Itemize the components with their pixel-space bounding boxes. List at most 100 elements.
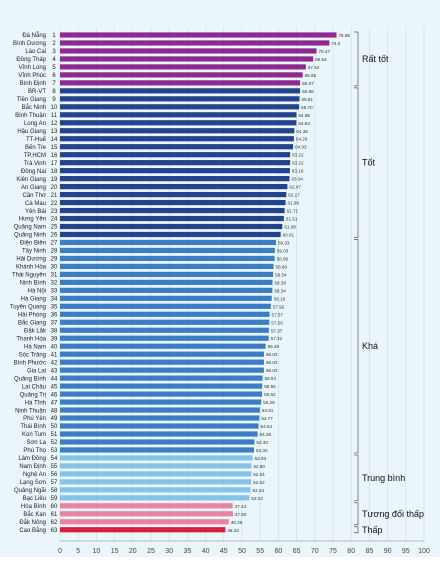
value-label: 52.60 bbox=[253, 464, 265, 469]
category-label: Gia Lai bbox=[27, 368, 46, 374]
category-label: BR-VT bbox=[28, 89, 46, 95]
bar bbox=[60, 231, 281, 238]
category-label: Phú Yên bbox=[23, 416, 46, 422]
value-label: 52.93 bbox=[255, 456, 267, 461]
bar bbox=[60, 335, 269, 341]
category-label: Quảng Ngãi bbox=[14, 488, 46, 494]
x-tick-label: 35 bbox=[184, 548, 192, 555]
value-label: 59.03 bbox=[277, 248, 289, 253]
rank-label: 31 bbox=[51, 273, 58, 279]
rank-label: 4 bbox=[52, 57, 56, 63]
category-label: Bắc Ninh bbox=[22, 104, 46, 111]
value-label: 55.52 bbox=[264, 392, 276, 397]
value-label: 64.96 bbox=[298, 113, 310, 118]
x-tick-label: 90 bbox=[384, 548, 392, 555]
group-label: Thấp bbox=[362, 525, 383, 535]
x-tick-label: 25 bbox=[147, 548, 155, 555]
bar bbox=[60, 191, 287, 198]
value-label: 64.94 bbox=[298, 121, 310, 126]
value-label: 56.49 bbox=[268, 344, 280, 349]
value-label: 59.33 bbox=[278, 240, 290, 245]
value-label: 63.22 bbox=[292, 153, 304, 158]
category-label: Kiên Giang bbox=[16, 177, 46, 183]
group-label: Tốt bbox=[362, 158, 376, 168]
value-label: 65.96 bbox=[302, 89, 314, 94]
bar bbox=[60, 319, 270, 325]
rank-label: 3 bbox=[52, 49, 56, 55]
bar bbox=[60, 104, 300, 110]
value-label: 62.17 bbox=[288, 193, 300, 198]
group-brackets: Rất tốt Tốt Khá Trung bình Tương đối thấp Thấ… bbox=[354, 31, 424, 535]
bar bbox=[60, 199, 286, 206]
bar bbox=[60, 399, 262, 405]
bar bbox=[60, 64, 306, 70]
rank-label: 27 bbox=[51, 241, 58, 247]
group-bracket bbox=[354, 87, 359, 238]
x-tick-label: 65 bbox=[293, 548, 301, 555]
rank-label: 42 bbox=[51, 360, 58, 366]
rank-label: 36 bbox=[51, 312, 58, 318]
category-label: Điện Biên bbox=[20, 241, 46, 247]
rank-label: 61 bbox=[51, 512, 58, 518]
bar bbox=[60, 487, 251, 493]
rank-label: 47 bbox=[51, 400, 58, 406]
value-label: 56.03 bbox=[266, 352, 278, 357]
category-label: Bắc Giang bbox=[18, 319, 46, 326]
category-label: Quảng Ninh bbox=[14, 233, 46, 239]
rank-label: 11 bbox=[51, 113, 58, 119]
rank-label: 35 bbox=[51, 305, 58, 311]
value-label: 55.26 bbox=[263, 400, 275, 405]
bar bbox=[60, 72, 303, 78]
category-label: Thanh Hóa bbox=[16, 336, 46, 342]
bar bbox=[60, 383, 263, 389]
x-tick-label: 75 bbox=[329, 548, 337, 555]
value-label: 56.03 bbox=[266, 368, 278, 373]
value-label: 58.96 bbox=[277, 256, 289, 261]
rank-label: 13 bbox=[51, 129, 58, 135]
x-tick-label: 45 bbox=[220, 548, 228, 555]
category-label: Tây Ninh bbox=[22, 249, 46, 255]
category-label: Bạc Liêu bbox=[23, 496, 46, 502]
value-label: 61.08 bbox=[284, 225, 296, 230]
bar bbox=[60, 303, 271, 309]
value-label: 47.43 bbox=[235, 504, 247, 509]
rank-label: 22 bbox=[51, 201, 58, 207]
value-label: 54.28 bbox=[260, 432, 272, 437]
bar bbox=[60, 32, 337, 38]
rank-label: 32 bbox=[51, 281, 58, 287]
value-label: 57.92 bbox=[273, 304, 285, 309]
rank-label: 30 bbox=[51, 265, 58, 271]
rank-label: 23 bbox=[51, 209, 58, 215]
value-label: 55.55 bbox=[264, 384, 276, 389]
bar bbox=[60, 295, 272, 301]
bar bbox=[60, 56, 314, 62]
rank-label: 53 bbox=[51, 448, 58, 454]
category-label: Hà Nam bbox=[24, 344, 46, 350]
category-label: Ninh Thuận bbox=[15, 408, 46, 414]
rank-label: 33 bbox=[51, 289, 58, 295]
bar bbox=[60, 271, 274, 277]
bar bbox=[60, 415, 260, 421]
category-label: TT-Huế bbox=[26, 137, 47, 143]
bar bbox=[60, 407, 260, 413]
rank-label: 20 bbox=[51, 185, 58, 191]
rank-label: 9 bbox=[52, 97, 56, 103]
bar bbox=[60, 423, 259, 429]
category-label: Hà Nội bbox=[28, 289, 46, 295]
category-label: Khánh Hòa bbox=[16, 265, 47, 271]
category-label: Vĩnh Phúc bbox=[18, 73, 46, 79]
rank-label: 56 bbox=[51, 472, 58, 478]
x-tick-label: 40 bbox=[202, 548, 210, 555]
rank-label: 58 bbox=[51, 488, 58, 494]
rank-label: 18 bbox=[51, 169, 58, 175]
category-label: Hà Tĩnh bbox=[25, 400, 46, 406]
x-tick-label: 50 bbox=[238, 548, 246, 555]
value-label: 67.54 bbox=[308, 65, 320, 70]
category-label: Đắk Nông bbox=[19, 519, 46, 526]
category-label: Hậu Giang bbox=[17, 129, 46, 135]
x-tick-label: 60 bbox=[275, 548, 283, 555]
rank-label: 54 bbox=[51, 456, 58, 462]
rank-label: 2 bbox=[52, 41, 56, 47]
bar bbox=[60, 120, 297, 126]
